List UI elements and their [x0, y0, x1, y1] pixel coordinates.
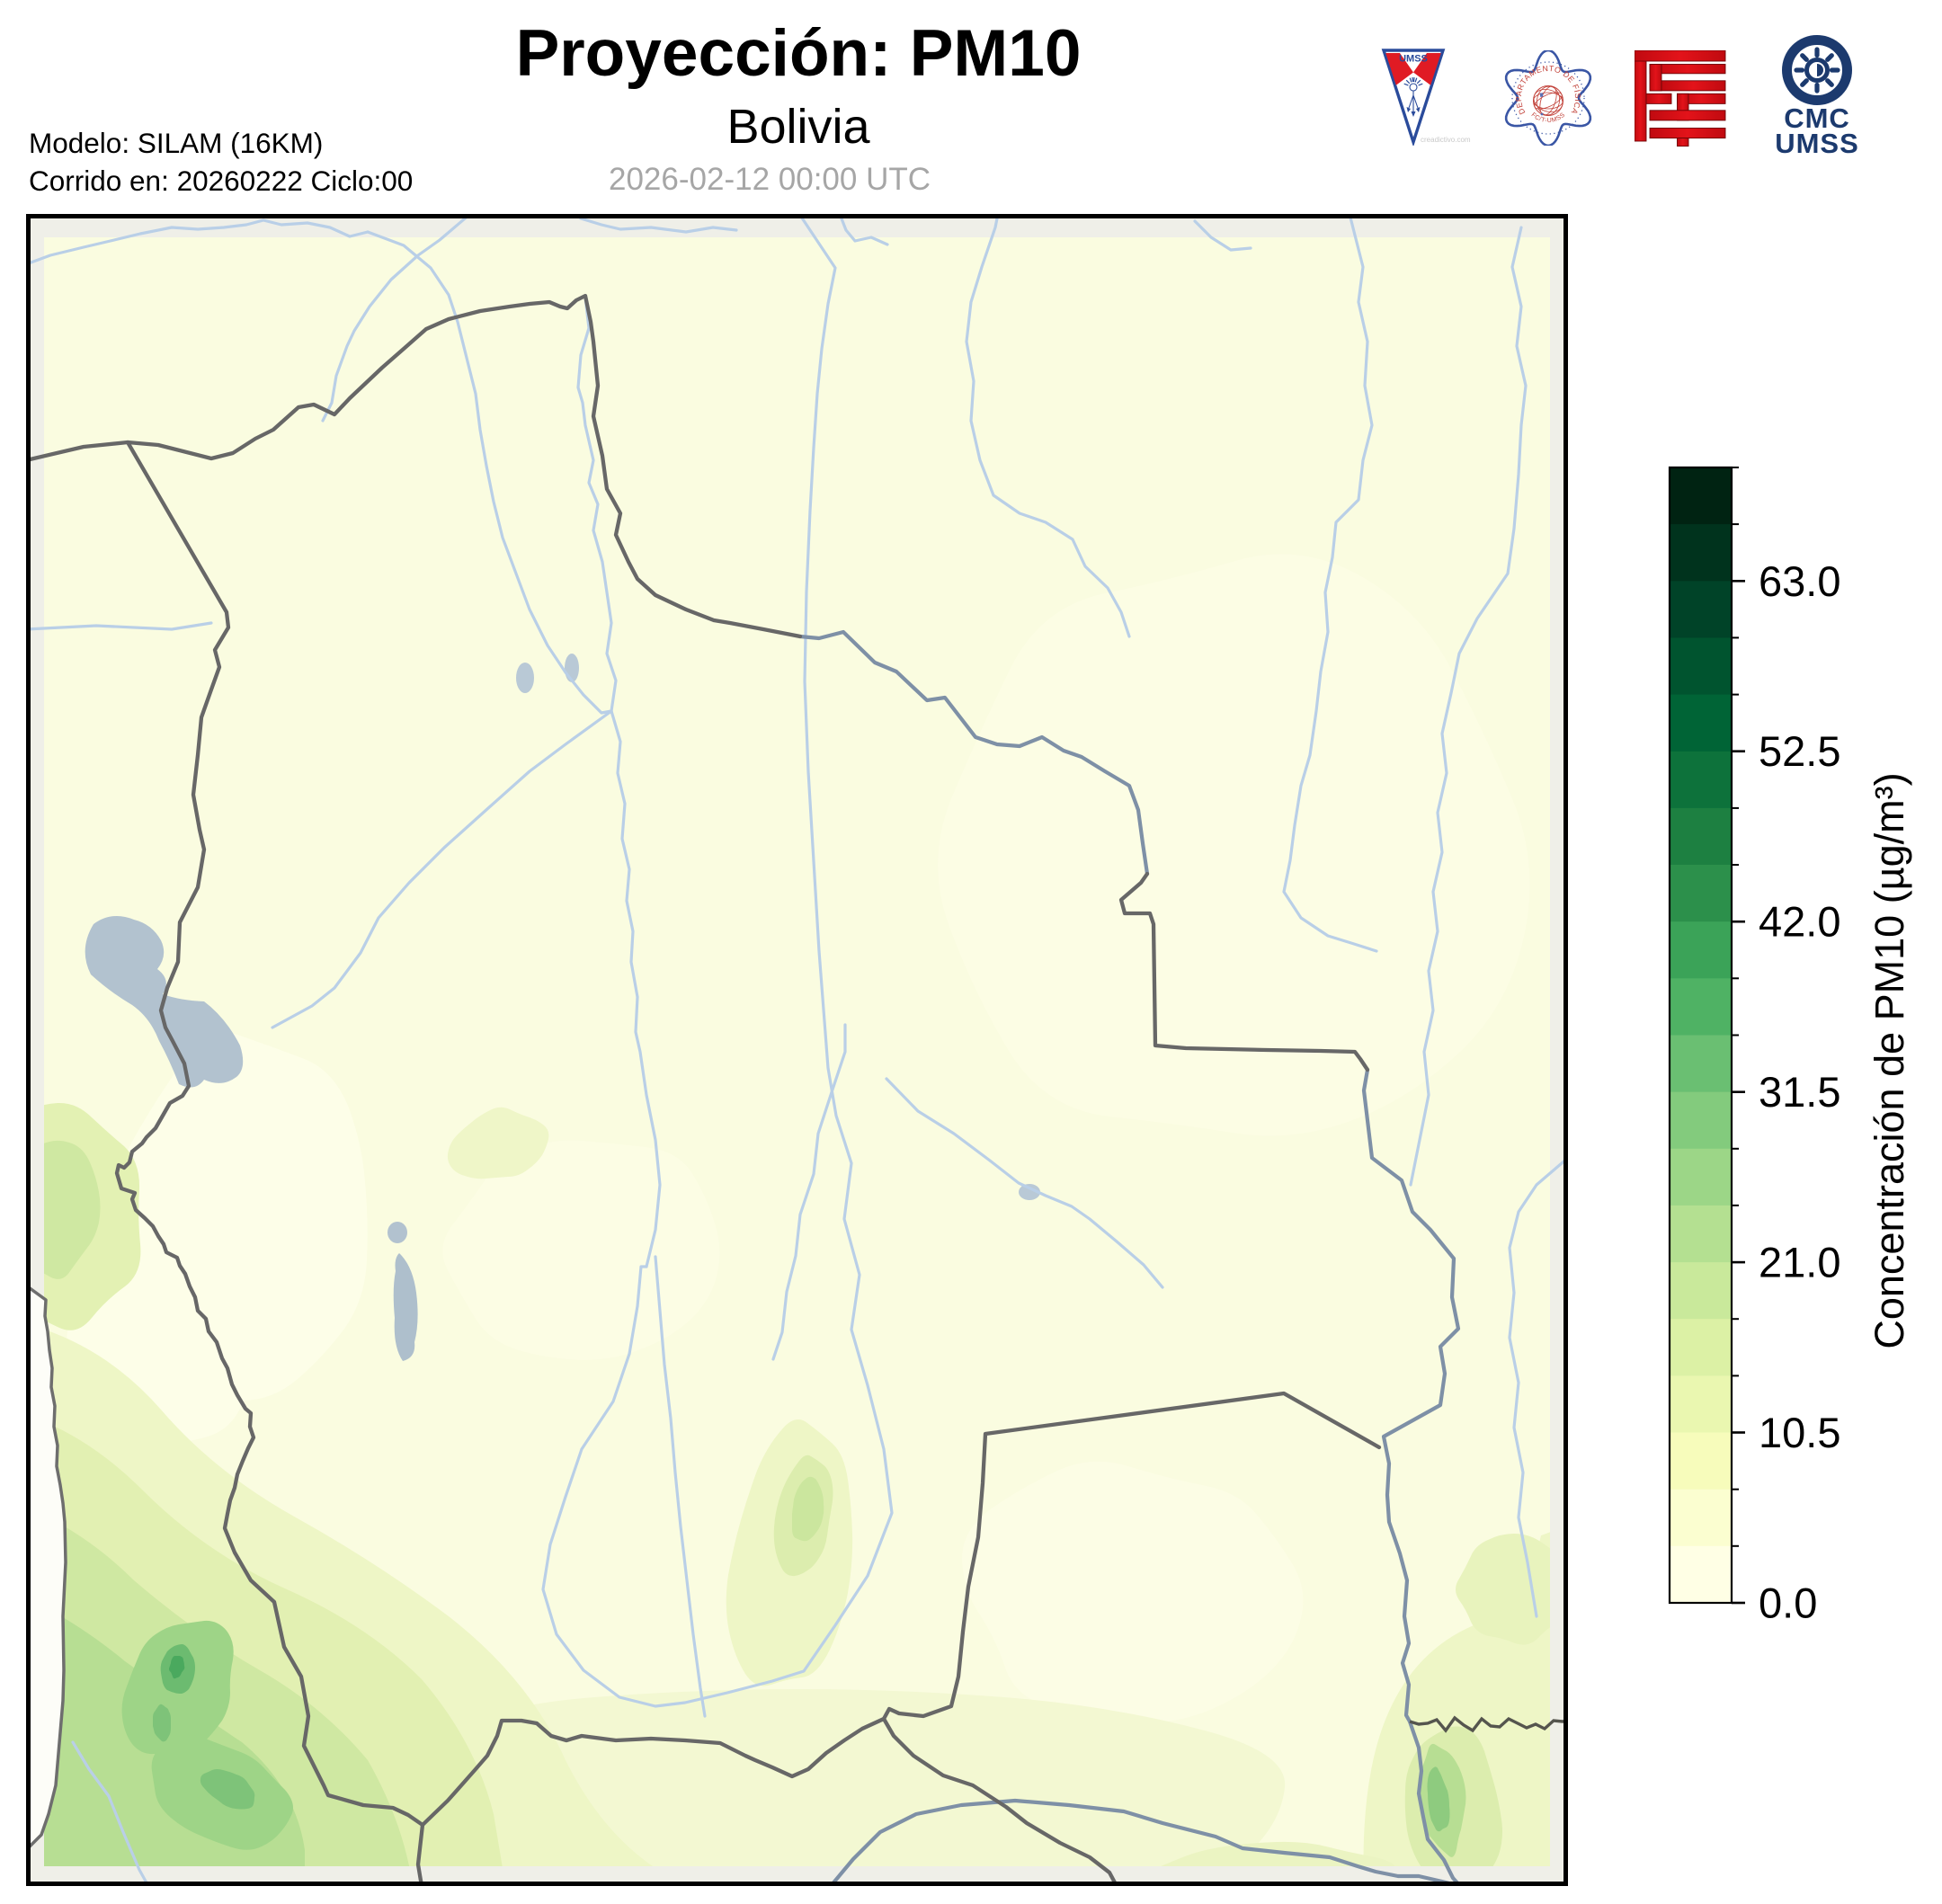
svg-text:UMSS: UMSS: [1399, 54, 1428, 65]
svg-text:0.0: 0.0: [1759, 1579, 1817, 1627]
svg-text:10.5: 10.5: [1759, 1409, 1840, 1456]
svg-text:63.0: 63.0: [1759, 557, 1840, 605]
svg-text:42.0: 42.0: [1759, 898, 1840, 946]
svg-text:31.5: 31.5: [1759, 1068, 1840, 1116]
svg-text:52.5: 52.5: [1759, 727, 1840, 775]
svg-text:21.0: 21.0: [1759, 1239, 1840, 1286]
